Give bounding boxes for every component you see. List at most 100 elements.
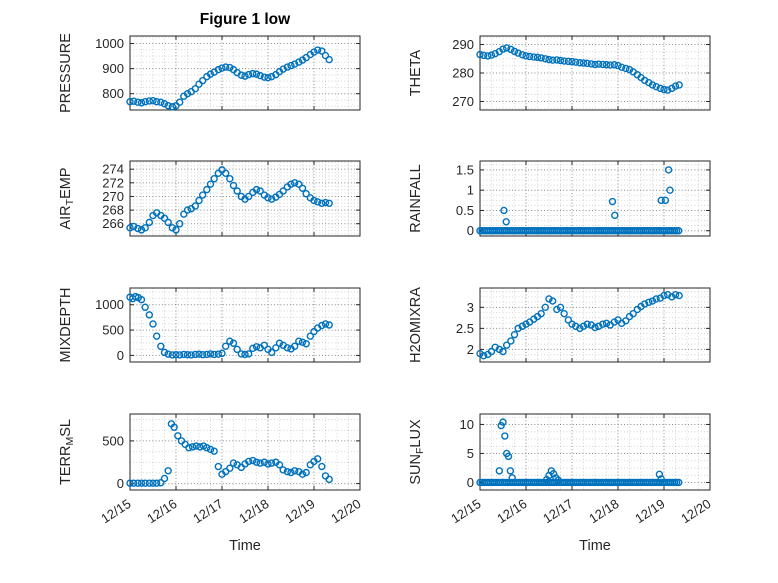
axes-box [479,413,711,491]
data-point [560,57,568,65]
data-point [594,60,603,68]
data-point [313,46,322,54]
data-point [648,81,657,89]
data-point [310,48,318,56]
data-point [564,316,573,324]
data-point [537,54,545,62]
data-point [321,198,330,207]
data-point [168,224,177,232]
data-point [321,51,330,60]
data-point [218,64,226,72]
data-point [617,63,626,72]
data-point [610,61,619,69]
data-point [183,206,192,214]
data-point [252,185,261,194]
data-point [241,350,249,359]
data-point [599,320,607,328]
data-point [164,467,172,475]
data-point [295,58,303,66]
data-point [164,350,172,358]
data-point [214,462,223,471]
data-point [648,297,657,305]
data-point [252,70,261,78]
data-point [666,186,674,194]
y-tick-label: 500 [102,433,124,448]
axes-box [129,287,361,363]
data-point [591,60,599,69]
data-point [325,55,333,64]
data-point [571,322,580,330]
data-point [149,479,157,487]
data-point [553,305,561,314]
data-point [203,350,211,359]
data-point [283,63,292,71]
data-point [522,320,530,328]
x-tick-label: 12/15 [448,496,483,526]
data-point [501,432,509,440]
data-point [221,63,230,71]
data-point [668,293,676,301]
data-point [499,347,507,356]
data-point [533,53,542,62]
data-point [214,169,223,177]
y-tick-label: 2 [467,342,474,357]
data-point [298,338,307,346]
data-point [479,51,488,60]
data-point [203,185,211,194]
data-point [272,344,280,352]
data-point [221,342,230,350]
axes-box [129,160,361,237]
data-point [260,458,269,466]
x-tick-label: 12/18 [586,496,621,526]
data-point [318,321,326,330]
y-tick-label: 1 [467,183,474,198]
data-point [275,339,284,347]
data-point [249,456,257,465]
data-point [249,69,257,78]
data-point [548,56,557,64]
data-point [479,351,488,360]
data-point [495,345,504,354]
data-point [214,65,223,74]
data-point [244,457,253,466]
data-point [160,348,169,357]
y-tick-label: 3 [467,300,474,315]
y-axis-label: THETA [408,49,424,96]
data-point [229,181,238,190]
data-point [137,99,146,107]
data-point [279,466,287,474]
data-point [504,452,513,461]
subplot-pressure: 800 900 1000 PRESSURE [58,33,361,113]
y-tick-label: 0 [467,223,474,238]
data-point [252,458,261,466]
data-point [191,202,200,210]
data-point [663,86,672,94]
data-point [152,479,161,487]
data-point [325,199,333,207]
y-axis-label: SUNFLUX [408,419,426,485]
data-point [640,300,649,308]
data-point [510,47,519,56]
y-tick-label: 270 [452,94,474,109]
data-point [663,291,672,299]
data-point [302,468,310,477]
y-tick-label: 270 [102,189,124,204]
data-point [576,324,584,333]
y-axis-label: TERRMSL [58,419,76,485]
data-point [170,423,178,431]
data-point [657,196,665,205]
subplot-rainfall: 0 0.5 1 1.5 RAINFALL [408,160,711,238]
data-point [264,73,272,82]
data-point [226,63,234,72]
data-point [198,191,207,199]
data-point [660,291,668,300]
data-point [591,323,599,332]
data-point [290,467,299,475]
x-tick-label: 12/15 [98,496,133,526]
data-point [556,303,565,312]
data-point [606,61,614,69]
data-point [545,55,553,64]
data-point [560,309,568,318]
data-point [174,432,182,440]
